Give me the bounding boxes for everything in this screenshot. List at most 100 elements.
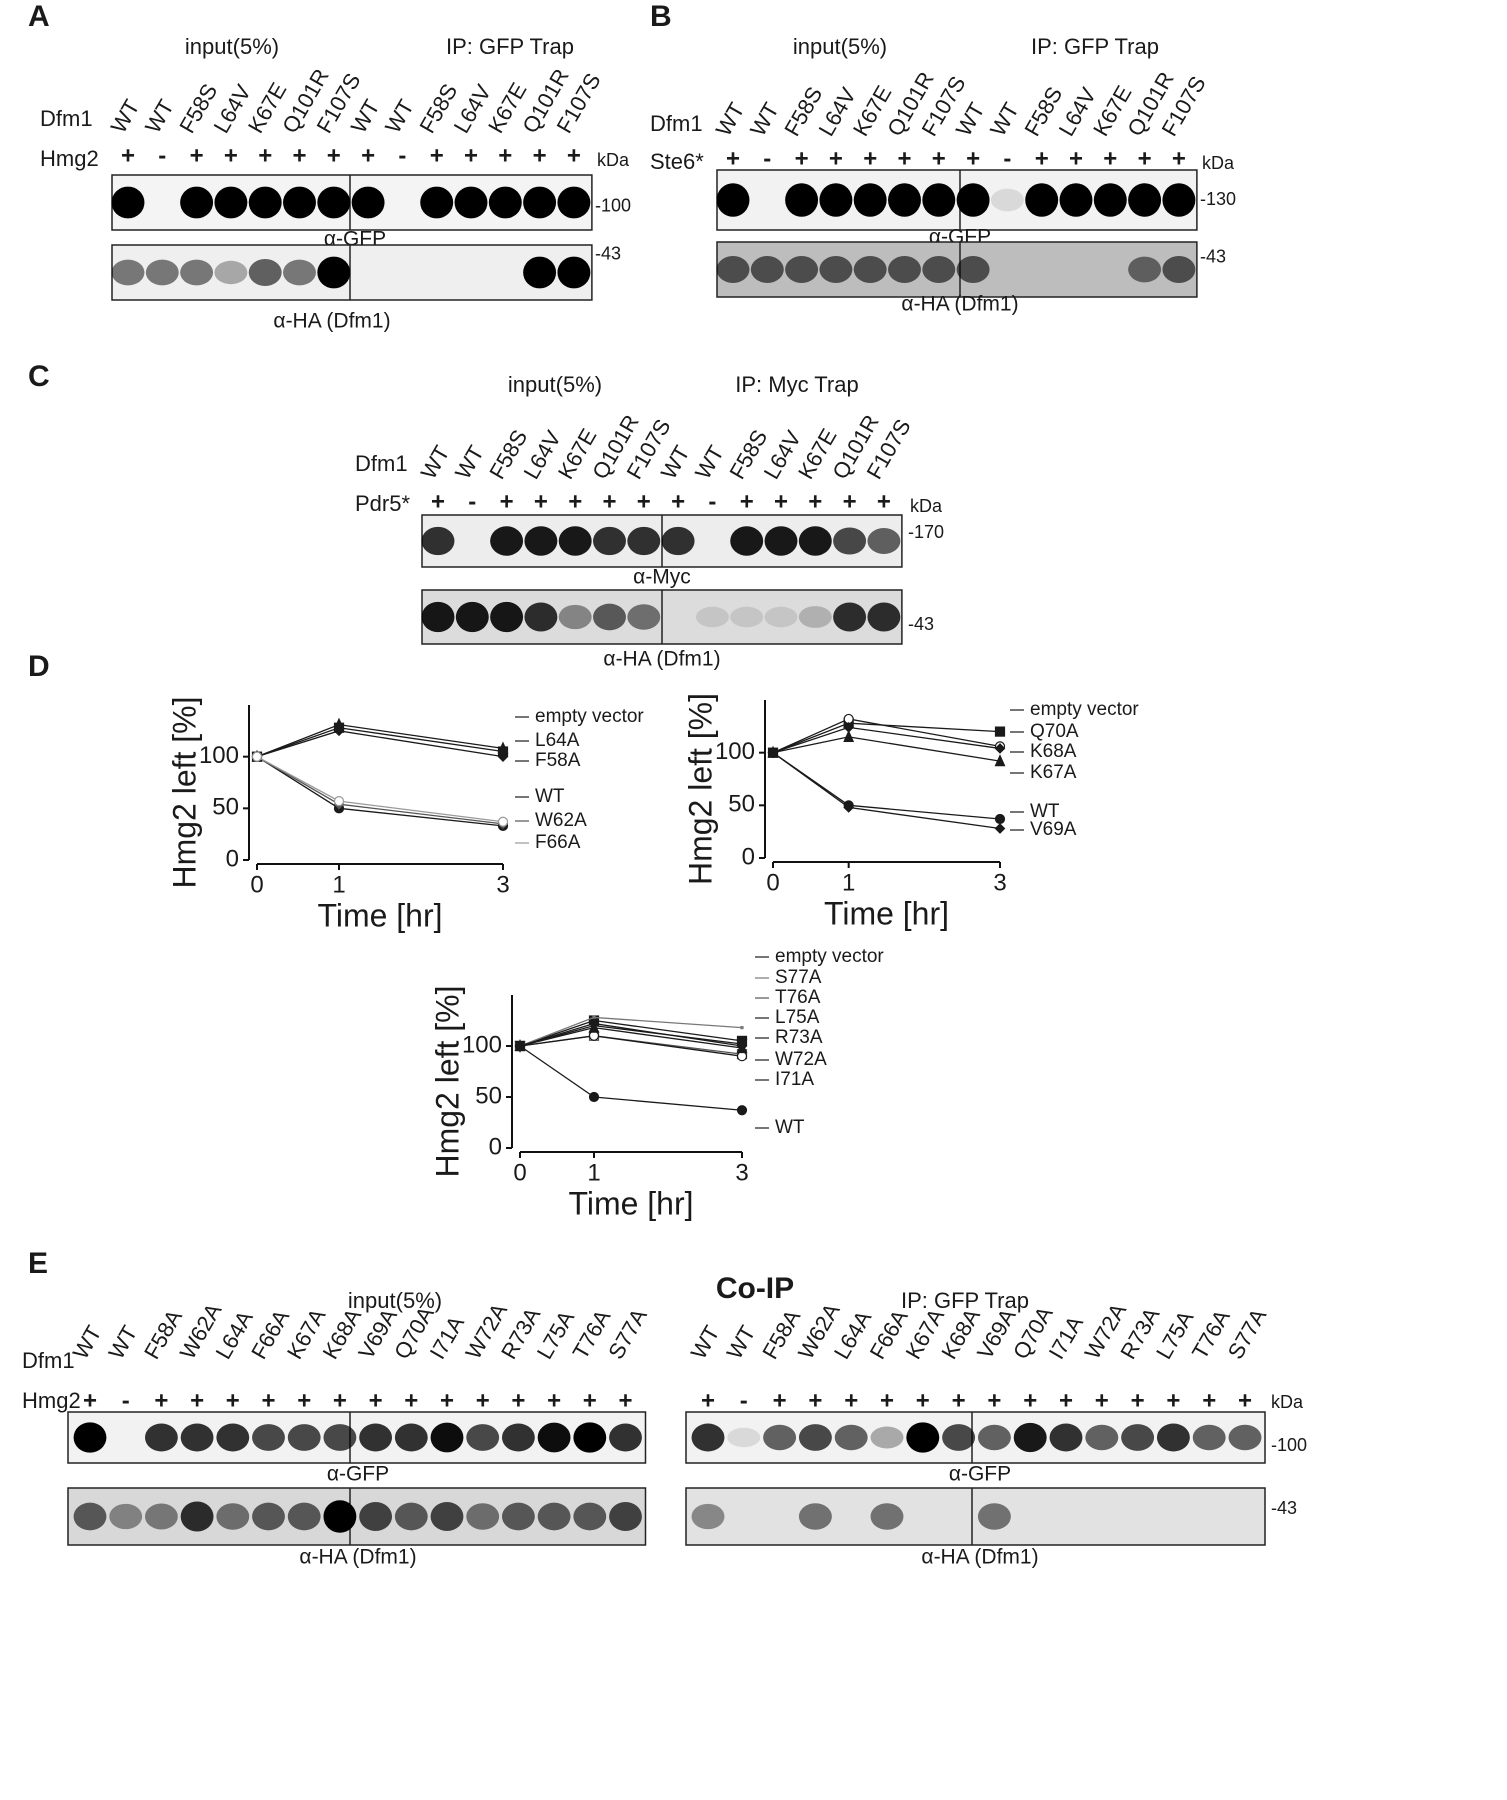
band	[394, 1502, 428, 1531]
band	[798, 606, 832, 628]
antibody-label: α-HA (Dfm1)	[921, 1546, 1038, 1569]
row-label: Hmg2	[40, 146, 99, 171]
y-tick-label: 50	[728, 791, 755, 818]
band	[421, 526, 455, 556]
antibody-label: α-Myc	[633, 566, 691, 589]
lane-sign: +	[327, 142, 341, 169]
y-tick-label: 0	[489, 1133, 502, 1160]
band	[523, 186, 557, 219]
series-line	[256, 756, 504, 827]
lane-sign: +	[808, 1387, 822, 1414]
band	[1121, 1424, 1155, 1451]
y-axis-title: Hmg2 left [%]	[166, 696, 202, 888]
band	[870, 1426, 904, 1449]
band	[593, 603, 626, 631]
row-label: Dfm1	[650, 111, 703, 136]
band	[867, 602, 901, 632]
band	[1228, 1424, 1262, 1451]
lane-sign: +	[1238, 1387, 1252, 1414]
row-label: Dfm1	[40, 106, 93, 131]
band	[627, 604, 661, 630]
legend-label: WT	[1030, 801, 1060, 822]
lane-sign: +	[534, 488, 548, 515]
lane-sign: +	[511, 1387, 525, 1414]
group-label: input(5%)	[508, 372, 602, 397]
marker-label: -43	[595, 243, 621, 263]
data-point	[333, 795, 345, 807]
band	[764, 606, 798, 628]
band	[763, 1424, 797, 1451]
panel-letter: B	[650, 0, 672, 33]
panel-letter: E	[28, 1247, 48, 1280]
band	[990, 188, 1024, 212]
band	[833, 527, 867, 555]
data-point	[740, 1026, 744, 1030]
band	[523, 256, 557, 289]
lane-sign: +	[190, 1387, 204, 1414]
band	[180, 186, 214, 219]
marker-label: -100	[1271, 1435, 1307, 1455]
band	[488, 186, 522, 219]
lane-label: WT	[722, 1321, 761, 1363]
data-point	[736, 1041, 748, 1054]
y-tick-label: 100	[462, 1031, 502, 1058]
band	[283, 259, 316, 286]
antibody-label: α-HA (Dfm1)	[299, 1546, 416, 1569]
band	[283, 186, 316, 219]
lane-sign: -	[398, 142, 406, 169]
band	[524, 526, 558, 556]
lane-sign: -	[468, 488, 476, 515]
band	[716, 183, 750, 217]
x-tick-label: 3	[496, 871, 509, 898]
band	[501, 1423, 535, 1452]
band	[216, 1503, 250, 1530]
band	[695, 606, 729, 628]
band	[490, 526, 524, 556]
band	[727, 1427, 761, 1448]
data-point	[514, 1040, 526, 1052]
row-label: Ste6*	[650, 149, 704, 174]
series-line	[519, 1045, 743, 1111]
lane-sign: +	[361, 142, 375, 169]
series-line	[772, 752, 1001, 820]
legend-label: L64A	[535, 730, 580, 751]
group-label: input(5%)	[793, 34, 887, 59]
group-label: IP: Myc Trap	[735, 372, 858, 397]
band	[214, 260, 248, 285]
band	[1049, 1423, 1083, 1452]
x-tick-label: 1	[842, 869, 855, 896]
legend-label: S77A	[775, 967, 822, 988]
band	[716, 256, 750, 283]
band	[1156, 1423, 1190, 1452]
x-tick-label: 3	[993, 869, 1006, 896]
band	[317, 186, 351, 219]
row-label: Pdr5*	[355, 491, 410, 516]
marker-label: -43	[908, 614, 934, 634]
x-axis-title: Time [hr]	[317, 897, 442, 933]
lane-sign: +	[844, 1387, 858, 1414]
band	[853, 256, 887, 283]
band	[833, 602, 867, 632]
unit-label: kDa	[1202, 153, 1235, 173]
lane-label: WT	[450, 441, 489, 483]
band	[145, 259, 179, 286]
lane-sign: +	[369, 1387, 383, 1414]
band	[627, 526, 661, 556]
lane-sign: +	[292, 142, 306, 169]
lane-sign: +	[567, 142, 581, 169]
band	[359, 1502, 393, 1531]
lane-sign: +	[568, 488, 582, 515]
band	[557, 256, 591, 289]
band	[661, 526, 695, 556]
band	[819, 183, 853, 217]
y-tick-label: 100	[199, 742, 239, 769]
lane-label: WT	[416, 441, 455, 483]
lane-sign: +	[1023, 1387, 1037, 1414]
legend-label: F58A	[535, 750, 581, 771]
legend-label: W72A	[775, 1049, 827, 1070]
lane-sign: +	[808, 488, 822, 515]
antibody-label: α-HA (Dfm1)	[273, 310, 390, 333]
panel-letter: D	[28, 650, 50, 683]
antibody-label: α-GFP	[949, 1463, 1011, 1486]
lane-sign: +	[880, 1387, 894, 1414]
